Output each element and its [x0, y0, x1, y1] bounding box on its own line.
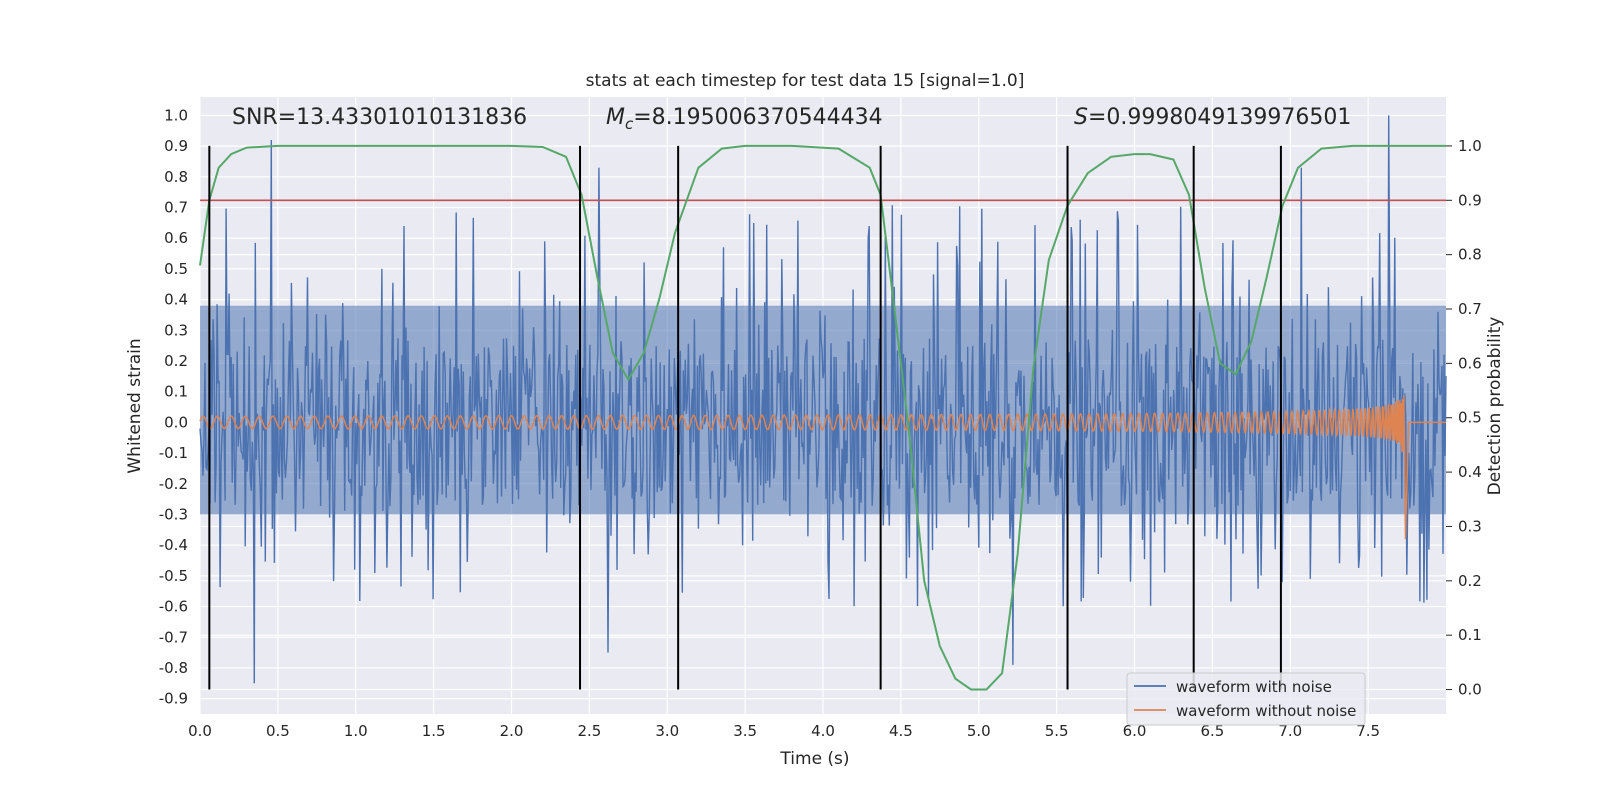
y2-tick-label: 1.0: [1458, 137, 1482, 155]
legend: waveform with noise waveform without noi…: [1126, 672, 1366, 726]
series-waveform-with-noise: [199, 115, 1447, 684]
y2-tick-label: 0.4: [1458, 463, 1482, 481]
s-symbol: S: [1074, 105, 1088, 130]
y-tick-label: 0.9: [164, 137, 188, 155]
x-axis: 0.0 0.5 1.0 1.5 2.0 2.5 3.0 3.5 4.0 4.5 5.0 5.5 6.0 6…: [188, 722, 1380, 740]
y2-axis-label: Detection probability: [1485, 317, 1505, 496]
x-tick-label: 3.0: [655, 722, 679, 740]
y-tick-label: 1.0: [164, 106, 188, 124]
chart-title: stats at each timestep for test data 15 …: [586, 71, 1025, 91]
chirp-mass-annotation: Mc=8.195006370544434: [606, 105, 883, 133]
y2-tick-label: 0.5: [1458, 409, 1482, 427]
y-axis: 1.0 0.9 0.8 0.7 0.6 0.5 0.4 0.3 0.2 0.1 0.0 -0.1 -0.…: [159, 106, 188, 707]
y2-tick-label: 0.9: [1458, 191, 1482, 209]
x-tick-label: 7.5: [1356, 722, 1380, 740]
snr-annotation: SNR=13.43301010131836: [232, 105, 527, 130]
x-tick-label: 1.0: [344, 722, 368, 740]
y2-tick-label: 0.2: [1458, 572, 1482, 590]
x-tick-label: 4.5: [889, 722, 913, 740]
y-tick-label: -0.2: [159, 475, 188, 493]
y-tick-label: 0.4: [164, 291, 188, 309]
x-tick-label: 5.0: [967, 722, 991, 740]
x-tick-label: 6.5: [1200, 722, 1224, 740]
x-tick-label: 7.0: [1278, 722, 1302, 740]
y-tick-label: -0.5: [159, 567, 188, 585]
legend-box: [1126, 672, 1366, 726]
legend-label-clean: waveform without noise: [1176, 702, 1356, 720]
y-tick-label: -0.3: [159, 505, 188, 523]
series-detection-probability: [199, 144, 1446, 691]
chirp-mass-value: =8.195006370544434: [633, 105, 882, 130]
vertical-markers: [208, 145, 1282, 690]
y-tick-label: 0.7: [164, 199, 188, 217]
x-tick-label: 2.5: [577, 722, 601, 740]
y-tick-label: 0.8: [164, 168, 188, 186]
x-tick-label: 6.0: [1123, 722, 1147, 740]
x-tick-label: 5.5: [1045, 722, 1069, 740]
chirp-mass-symbol: M: [606, 105, 625, 130]
chirp-mass-subscript: c: [625, 115, 634, 133]
noise-band: [200, 305, 1446, 515]
y-tick-label: -0.7: [159, 628, 188, 646]
y-tick-label: -0.4: [159, 536, 188, 554]
y-tick-label: -0.8: [159, 659, 188, 677]
x-tick-label: 2.0: [500, 722, 524, 740]
x-tick-label: 1.5: [422, 722, 446, 740]
chirp-trace: [199, 394, 1446, 540]
y-tick-label: -0.9: [159, 690, 188, 708]
y2-tick-label: 0.8: [1458, 246, 1482, 264]
y-axis-label: Whitened strain: [125, 338, 145, 473]
y-tick-label: 0.0: [164, 413, 188, 431]
y2-tick-label: 0.3: [1458, 517, 1482, 535]
y-tick-label: 0.1: [164, 383, 188, 401]
x-tick-label: 0.0: [188, 722, 212, 740]
y-tick-label: 0.5: [164, 260, 188, 278]
x-tick-label: 4.0: [811, 722, 835, 740]
y-tick-label: -0.1: [159, 444, 188, 462]
s-annotation: S=0.9998049139976501: [1074, 105, 1351, 130]
y2-axis: 1.0 0.9 0.8 0.7 0.6 0.5 0.4 0.3 0.2 0.1 0.0: [1446, 137, 1482, 699]
y-tick-label: 0.3: [164, 321, 188, 339]
y2-tick-label: 0.6: [1458, 354, 1482, 372]
probability-line: [199, 144, 1446, 691]
x-axis-label: Time (s): [779, 749, 849, 769]
x-tick-label: 0.5: [266, 722, 290, 740]
y-tick-label: -0.6: [159, 598, 188, 616]
x-tick-label: 3.5: [733, 722, 757, 740]
legend-label-noise: waveform with noise: [1176, 678, 1332, 696]
y2-tick-label: 0.0: [1458, 681, 1482, 699]
y-tick-label: 0.2: [164, 352, 188, 370]
s-value: =0.9998049139976501: [1088, 105, 1351, 130]
y2-tick-label: 0.7: [1458, 300, 1482, 318]
series-waveform-without-noise: [199, 394, 1446, 540]
y-tick-label: 0.6: [164, 229, 188, 247]
y2-tick-label: 0.1: [1458, 626, 1482, 644]
